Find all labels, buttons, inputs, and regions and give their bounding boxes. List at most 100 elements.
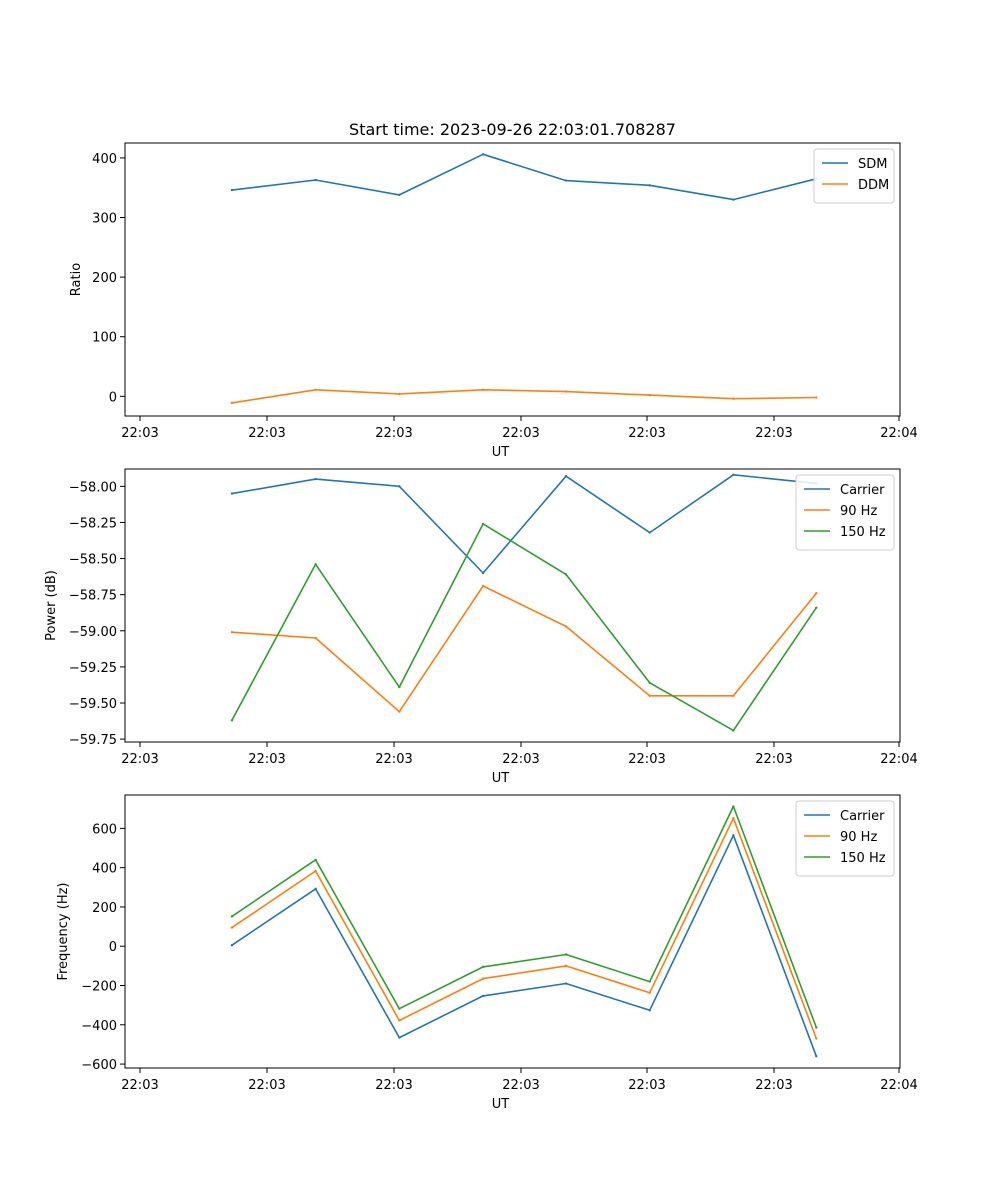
y-tick-label: 300 (92, 212, 117, 227)
x-axis-label: UT (492, 445, 510, 460)
y-tick-label: 0 (109, 390, 117, 405)
x-tick-label: 22:03 (502, 426, 539, 441)
series-line-ddm (231, 388, 817, 404)
data-point (732, 834, 735, 837)
y-axis-label: Frequency (Hz) (56, 882, 71, 980)
data-point (314, 477, 317, 481)
data-point (815, 592, 818, 595)
data-point (481, 153, 485, 156)
y-tick-label: −59.75 (69, 733, 117, 748)
series-line-carrier (231, 473, 817, 574)
x-tick-label: 22:04 (880, 426, 917, 441)
data-point (230, 401, 234, 405)
data-point (564, 964, 568, 968)
x-tick-label: 22:03 (375, 426, 412, 441)
data-point (564, 573, 568, 576)
data-point (398, 193, 401, 197)
data-point (732, 816, 735, 820)
data-point (398, 1036, 401, 1039)
x-axis-label: UT (492, 771, 510, 786)
x-tick-label: 22:03 (121, 1078, 158, 1093)
plot-frame-0 (124, 142, 901, 417)
y-tick-label: −58.50 (69, 553, 117, 568)
data-point (815, 1026, 818, 1029)
data-point (398, 485, 401, 488)
legend-entry: DDM (858, 178, 889, 193)
legend-entry: SDM (858, 157, 887, 172)
data-point (230, 944, 234, 947)
x-tick-label: 22:03 (628, 752, 665, 767)
data-point (648, 184, 651, 187)
data-point (564, 179, 568, 182)
x-tick-label: 22:04 (880, 1078, 917, 1093)
data-point (481, 522, 485, 526)
y-tick-label: 200 (92, 901, 117, 916)
data-point (314, 887, 317, 891)
data-point (230, 719, 234, 722)
y-axis-label: Power (dB) (44, 570, 59, 641)
data-point (398, 685, 401, 689)
data-point (398, 392, 401, 396)
x-tick-label: 22:04 (880, 752, 917, 767)
x-tick-label: 22:03 (248, 1078, 285, 1093)
data-point (648, 531, 651, 534)
y-tick-label: 400 (92, 862, 117, 877)
legend-entry: 150 Hz (840, 525, 886, 540)
series-line-sdm (231, 153, 817, 201)
plot-frame-2 (124, 794, 901, 1069)
data-point (732, 694, 735, 697)
series-line-90-hz (231, 585, 817, 713)
data-point (732, 198, 735, 201)
legend-entry: Carrier (840, 483, 885, 498)
y-tick-label: 0 (109, 940, 117, 955)
data-point (815, 1037, 818, 1040)
x-axis-label: UT (492, 1097, 510, 1112)
data-point (230, 915, 234, 918)
x-tick-label: 22:03 (755, 426, 792, 441)
x-tick-label: 22:03 (628, 1078, 665, 1093)
legend-entry: 150 Hz (840, 851, 886, 866)
data-point (481, 571, 485, 575)
legend-entry: Carrier (840, 809, 885, 824)
x-tick-label: 22:03 (755, 1078, 792, 1093)
x-tick-label: 22:03 (375, 752, 412, 767)
x-tick-label: 22:03 (628, 426, 665, 441)
data-point (314, 858, 317, 862)
y-tick-label: −400 (81, 1019, 117, 1034)
data-point (648, 694, 651, 697)
x-tick-label: 22:03 (248, 426, 285, 441)
data-point (314, 869, 317, 873)
data-point (815, 606, 818, 609)
data-point (481, 584, 485, 588)
data-point (230, 188, 234, 192)
data-point (648, 1009, 651, 1012)
data-point (230, 492, 234, 495)
data-point (732, 805, 735, 808)
plot-frame-1 (124, 468, 901, 743)
data-point (564, 982, 568, 985)
y-tick-label: 600 (92, 822, 117, 837)
legend-entry: 90 Hz (840, 504, 877, 519)
series-line-150-hz (231, 523, 817, 732)
y-tick-label: −59.50 (69, 697, 117, 712)
x-tick-label: 22:03 (502, 752, 539, 767)
data-point (398, 1019, 401, 1022)
data-point (732, 397, 735, 400)
data-point (732, 473, 735, 476)
legend-entry: 90 Hz (840, 830, 877, 845)
data-point (314, 636, 317, 640)
y-axis-label: Ratio (69, 263, 84, 296)
data-point (314, 178, 317, 182)
data-point (481, 965, 485, 969)
y-tick-label: 100 (92, 331, 117, 346)
y-tick-label: 200 (92, 271, 117, 286)
data-point (648, 681, 651, 684)
data-point (314, 563, 317, 566)
data-point (314, 388, 317, 391)
y-tick-label: −58.25 (69, 516, 117, 531)
data-point (481, 977, 485, 980)
data-point (815, 1055, 818, 1058)
data-point (815, 396, 818, 399)
x-tick-label: 22:03 (375, 1078, 412, 1093)
